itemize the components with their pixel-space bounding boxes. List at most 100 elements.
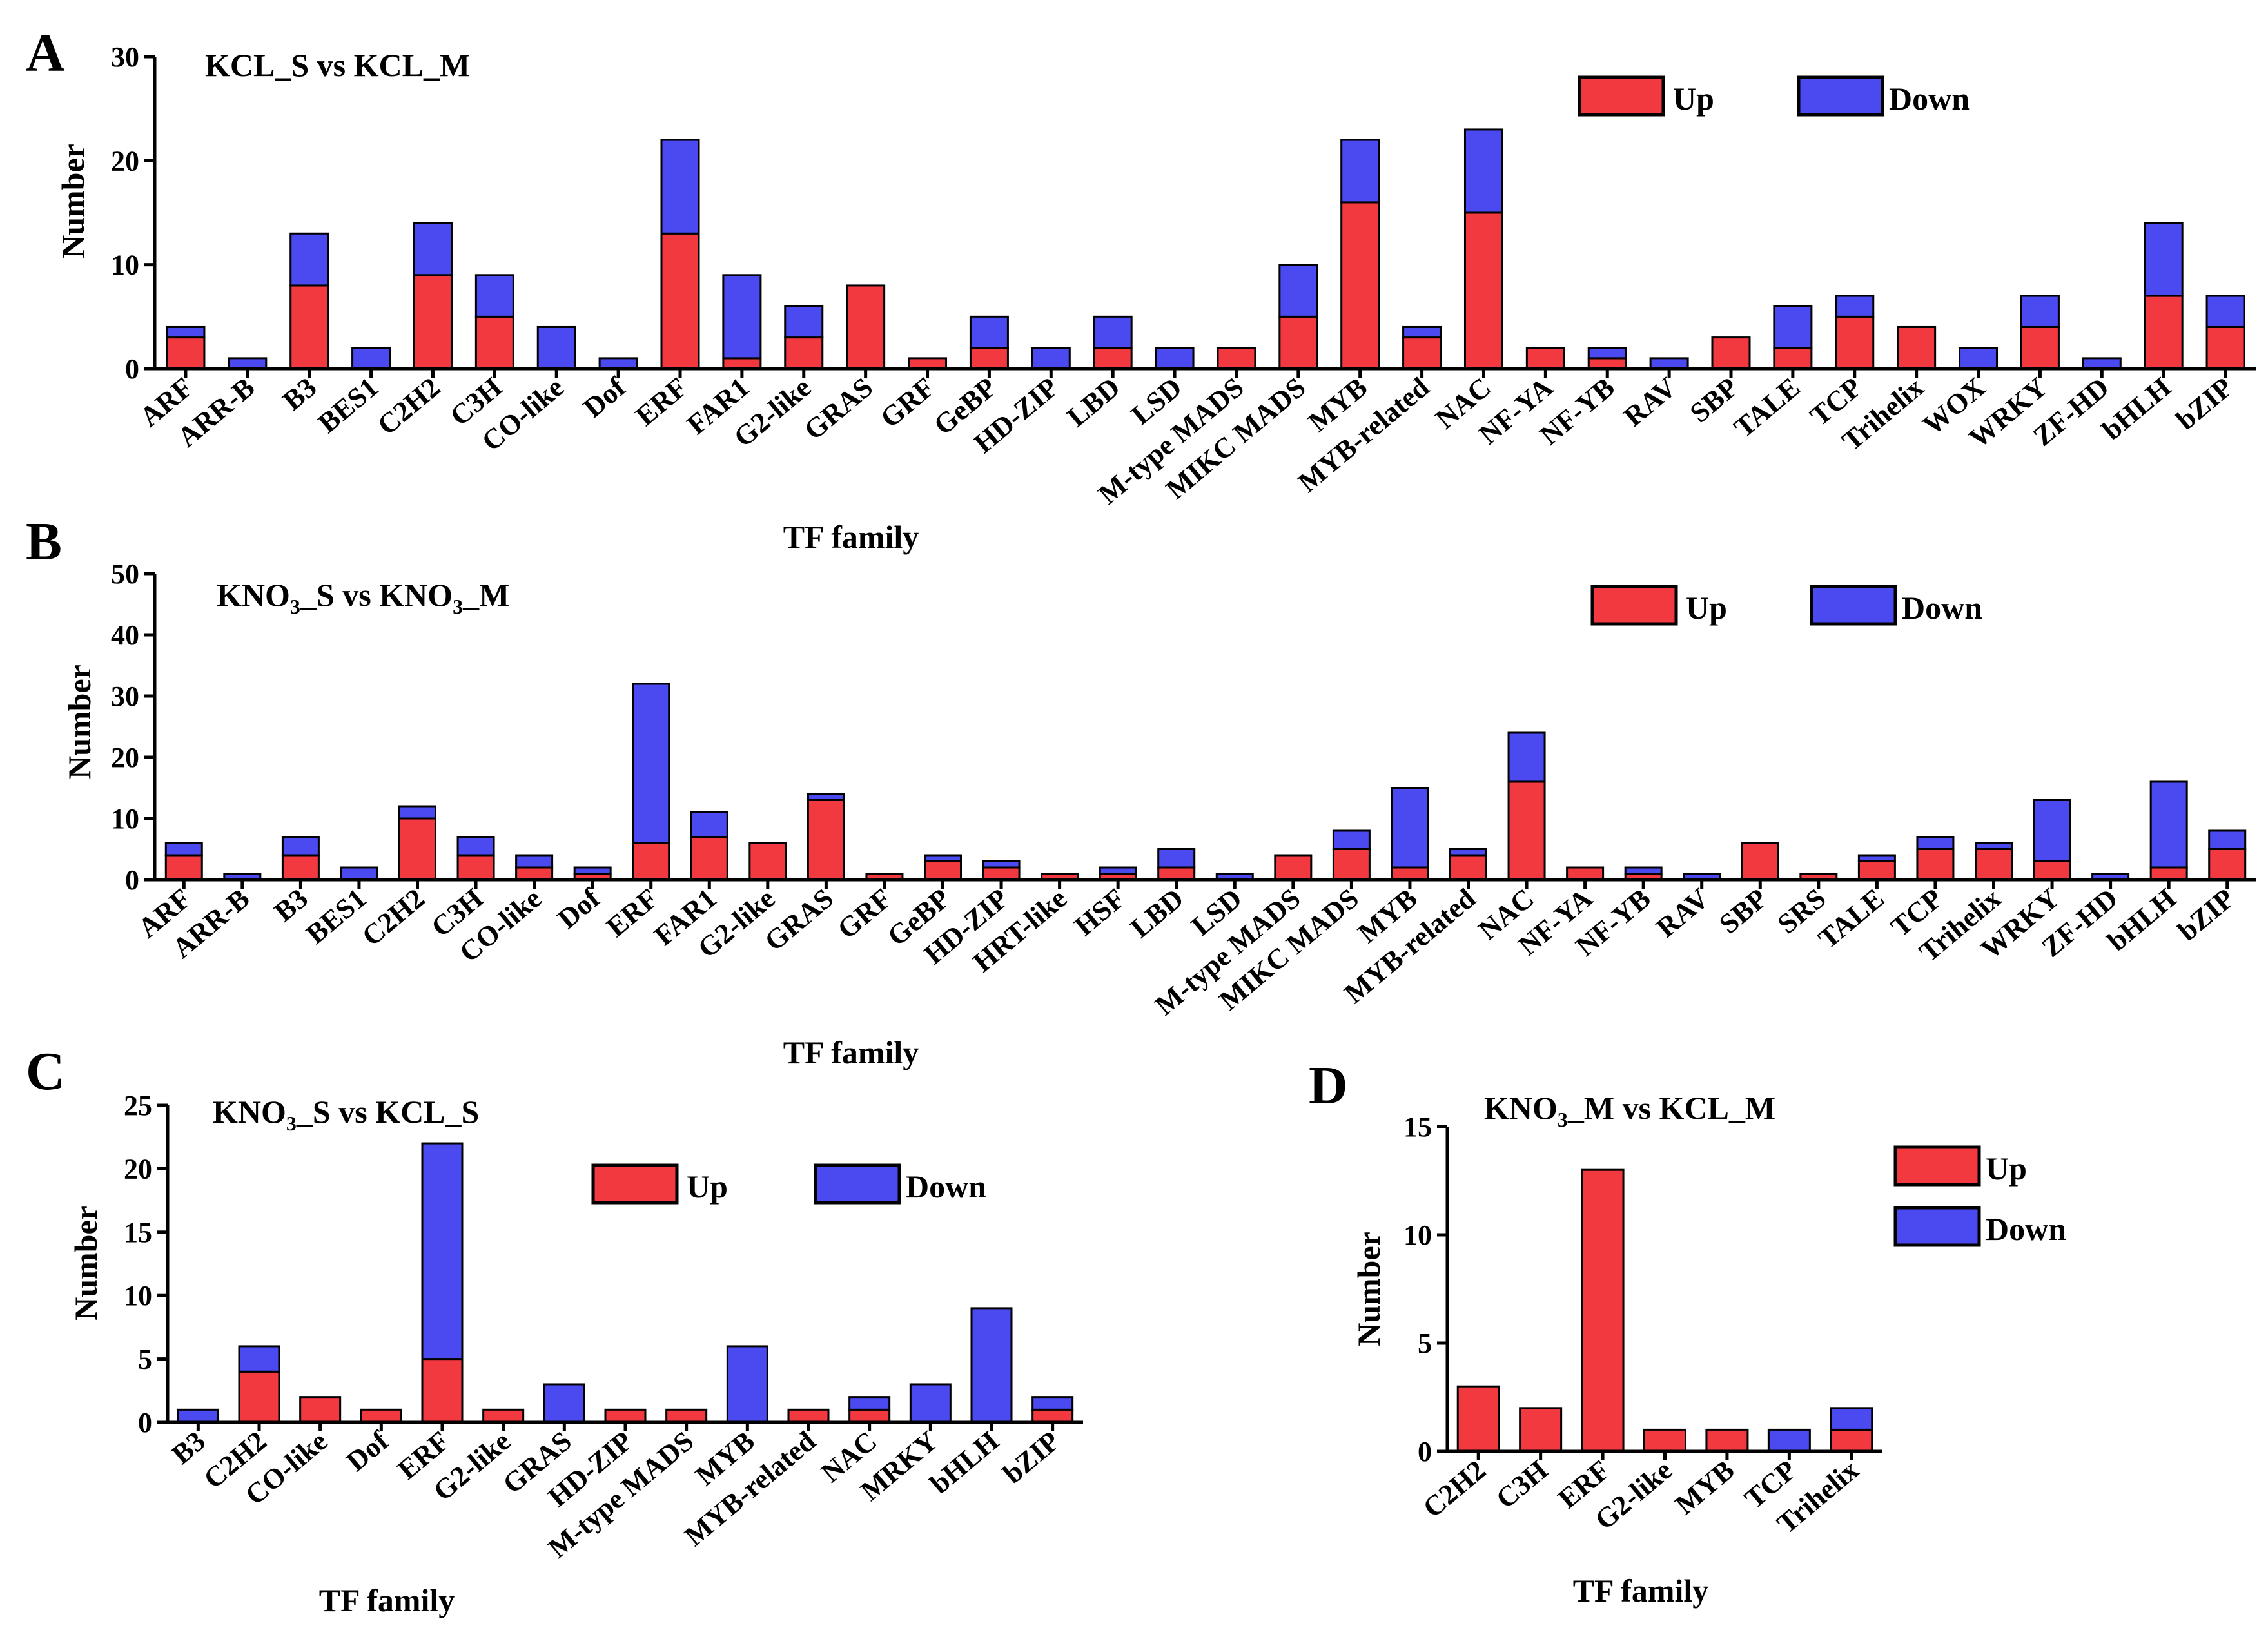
chart-a-category-label-15: LBD [1061,371,1126,433]
chart-b-bar-down-25 [1624,866,1663,875]
chart-a-bar-up-28 [1897,325,1937,370]
panel-d-title-sub: 3 [1558,1108,1568,1131]
chart-a-bar-up-20 [1402,336,1442,370]
chart-b-bar-up-21 [1391,866,1429,881]
panel-d-title: KNO3_M vs KCL_M [1484,1090,1775,1131]
chart-d-bar-up-3 [1643,1428,1686,1453]
chart-b-bar-up-5 [456,854,495,881]
chart-a-bar-up-8 [660,232,700,370]
panel-a-letter: A [26,23,65,83]
chart-d-legend-label-down: Down [1986,1211,2066,1247]
chart-a-bar-up-13 [969,347,1009,370]
panel-a-title: KCL_S vs KCL_M [205,47,470,83]
chart-c-bar-up-1 [238,1370,280,1424]
chart-a-bar-down-6 [536,325,576,370]
panel-b-title: KNO3_S vs KNO3_M [217,577,509,618]
chart-a-bar-down-2 [289,232,329,287]
panel-b-title-suffix: _M [462,577,509,613]
chart-a-ytick-label-1: 10 [111,249,139,281]
chart-c-bar-up-5 [482,1408,525,1424]
chart-a-ytick-label-0: 0 [125,353,139,385]
chart-c-bar-down-1 [238,1345,280,1373]
chart-b-category-label-34: bHLH [2101,882,2182,957]
chart-a-category-label-8: ERF [630,371,694,432]
chart-d-ytick-label-1: 5 [1418,1328,1432,1359]
chart-c-ytick-label-5: 25 [124,1090,152,1121]
chart-a-bar-down-32 [2144,222,2184,297]
panel-d-letter: D [1309,1056,1348,1116]
chart-c-ytick-label-0: 0 [138,1407,152,1438]
chart-a-bar-up-11 [846,284,886,370]
chart-b-bar-down-9 [690,811,728,838]
chart-b-bar-up-22 [1449,854,1487,881]
chart-b-category-label-35: bZIP [2172,882,2240,947]
chart-a-bar-down-15 [1093,315,1133,349]
chart-a-bar-down-8 [660,139,700,235]
chart-b-bar-up-2 [281,854,320,881]
chart-b-bar-down-29 [1857,854,1896,862]
chart-b-ytick-label-3: 30 [111,681,139,712]
chart-d-bar-down-5 [1767,1428,1811,1453]
panel-c-title-prefix: KNO [213,1094,286,1130]
chart-c-category-label-3: Dof [340,1424,395,1477]
chart-c-bar-up-11 [848,1408,891,1424]
chart-d-y-axis-label: Number [1351,1232,1387,1346]
chart-a-bar-down-26 [1773,305,1813,349]
chart-a-category-label-7: Dof [578,371,632,423]
chart-c-ytick-label-3: 15 [124,1217,152,1248]
chart-a-bar-up-32 [2144,295,2184,370]
chart-a-bar-up-0 [166,336,206,370]
chart-a-category-label-3: BES1 [312,371,384,439]
chart-a-bar-up-27 [1835,315,1875,370]
chart-d-category-label-4: MYB [1669,1454,1740,1521]
chart-c-legend-swatch-up [591,1163,679,1205]
chart-d-ytick-label-0: 0 [1418,1436,1432,1467]
chart-a-bar-down-29 [1959,347,1999,370]
chart-c-bar-down-11 [848,1396,891,1411]
chart-b-bar-up-14 [982,866,1021,881]
chart-c-legend-swatch-down [814,1163,901,1205]
chart-d-ytick-label-2: 10 [1403,1219,1432,1251]
chart-b-bar-down-14 [982,860,1021,869]
chart-b-bar-up-29 [1857,860,1896,881]
chart-c-bar-down-6 [543,1383,585,1424]
chart-b-bar-down-2 [281,836,320,857]
chart-b-ytick-label-5: 50 [111,558,139,590]
chart-b-bar-down-7 [573,866,612,875]
chart-b-category-label-4: C2H2 [356,882,431,952]
chart-b-bar-down-5 [456,836,495,857]
chart-a-bar-up-22 [1525,347,1565,370]
chart-d-legend-swatch-down [1893,1206,1981,1247]
panel-c-title-sub: 3 [286,1112,297,1135]
chart-b-ytick-label-2: 20 [111,742,139,773]
chart-b-bar-down-31 [1975,842,2013,850]
chart-c-bar-down-14 [1031,1396,1074,1411]
chart-a-ytick-label-3: 30 [111,41,139,73]
chart-b-bar-down-17 [1157,848,1196,869]
chart-b-bar-down-13 [924,854,962,862]
chart-b-bar-down-20 [1332,829,1371,850]
chart-b-legend-label-up: Up [1686,590,1727,626]
chart-c-bar-down-12 [909,1383,952,1424]
chart-a-bar-down-4 [413,222,453,276]
chart-c-category-label-14: bZIP [997,1425,1066,1489]
chart-a-bar-up-2 [289,284,329,370]
chart-a-bar-up-18 [1278,315,1318,370]
panel-d-title-prefix: KNO [1484,1090,1558,1126]
chart-a-y-axis-label: Number [55,144,91,258]
chart-b-category-label-27: SBP [1713,882,1773,940]
chart-d-x-axis-label: TF family [1573,1573,1709,1609]
chart-a-category-label-12: GRF [874,371,941,434]
chart-c-legend-label-up: Up [687,1168,728,1205]
chart-b-bar-up-35 [2208,848,2247,881]
chart-b-bar-down-8 [632,683,670,844]
chart-b-bar-up-23 [1507,780,1546,881]
chart-d-category-label-1: C3H [1490,1454,1554,1515]
chart-b-bar-down-3 [340,866,378,881]
chart-a-bar-up-33 [2205,325,2245,370]
chart-d-bar-up-1 [1519,1407,1563,1453]
chart-b-bar-down-11 [807,793,845,801]
